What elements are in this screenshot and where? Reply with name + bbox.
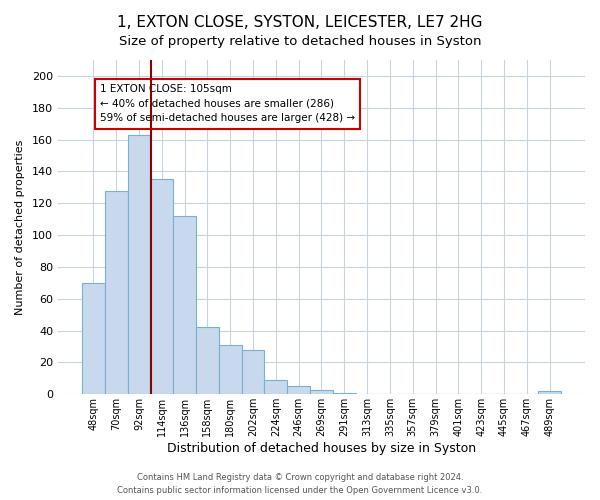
Bar [105,190,128,394]
Bar [538,391,561,394]
Text: Contains HM Land Registry data © Crown copyright and database right 2024.
Contai: Contains HM Land Registry data © Crown c… [118,474,482,495]
Bar [242,350,265,395]
X-axis label: Distribution of detached houses by size in Syston: Distribution of detached houses by size … [167,442,476,455]
Bar [219,345,242,395]
Bar [151,180,173,394]
Y-axis label: Number of detached properties: Number of detached properties [15,140,25,315]
Bar [333,392,356,394]
Bar [310,390,333,394]
Bar [265,380,287,394]
Bar [173,216,196,394]
Text: 1 EXTON CLOSE: 105sqm
← 40% of detached houses are smaller (286)
59% of semi-det: 1 EXTON CLOSE: 105sqm ← 40% of detached … [100,84,355,124]
Text: 1, EXTON CLOSE, SYSTON, LEICESTER, LE7 2HG: 1, EXTON CLOSE, SYSTON, LEICESTER, LE7 2… [117,15,483,30]
Bar [82,283,105,395]
Bar [128,135,151,394]
Bar [287,386,310,394]
Text: Size of property relative to detached houses in Syston: Size of property relative to detached ho… [119,35,481,48]
Bar [196,328,219,394]
